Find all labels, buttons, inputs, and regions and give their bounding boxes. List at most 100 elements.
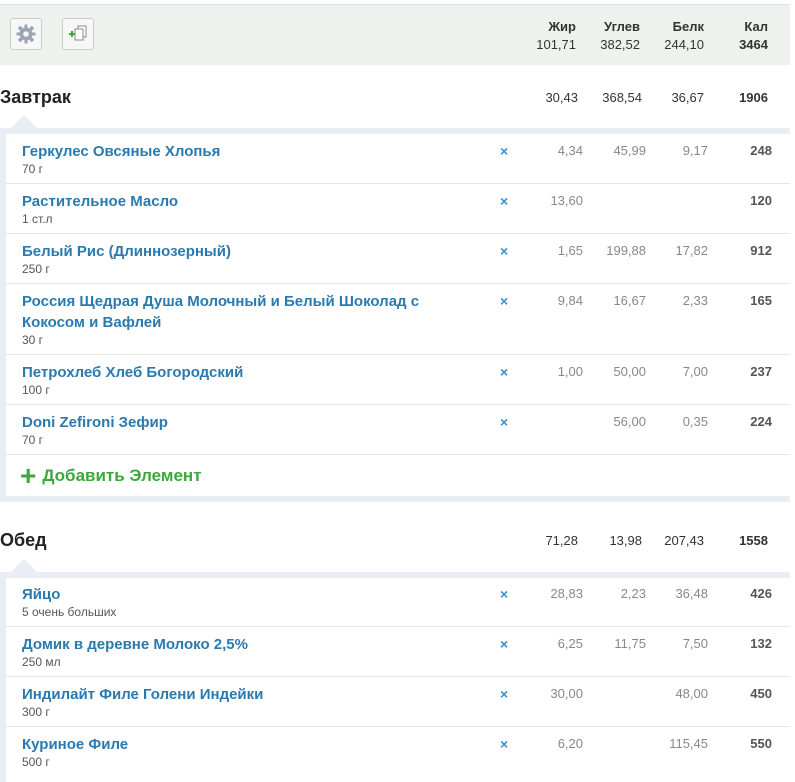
lunch-panel — [0, 572, 790, 782]
breakfast-carb: 368,54 — [602, 90, 642, 105]
food-protein: 17,82 — [675, 243, 708, 258]
food-fat: 13,60 — [550, 193, 583, 208]
breakfast-calories: 1906 — [739, 90, 768, 105]
calories-column-header: Кал — [744, 19, 768, 34]
meal-title-breakfast: Завтрак — [0, 87, 71, 107]
food-row: Растительное Масло 1 ст.л × 13,60 120 — [6, 184, 790, 234]
add-copy-icon — [69, 25, 87, 41]
food-name-link[interactable]: Петрохлеб Хлеб Богородский — [22, 364, 244, 381]
food-calories: 912 — [750, 243, 772, 258]
food-row: Doni Zefironi Зефир 70 г × 56,00 0,35 22… — [6, 405, 790, 455]
breakfast-protein: 36,67 — [671, 90, 704, 105]
food-fat: 28,83 — [550, 586, 583, 601]
panel-pointer — [10, 559, 38, 573]
food-calories: 426 — [750, 586, 772, 601]
delete-icon[interactable]: × — [500, 364, 509, 380]
lunch-calories: 1558 — [739, 533, 768, 548]
food-protein: 115,45 — [669, 736, 708, 751]
food-protein: 36,48 — [675, 586, 708, 601]
food-calories: 120 — [750, 193, 772, 208]
food-protein: 7,50 — [682, 636, 708, 651]
settings-button[interactable] — [10, 18, 42, 50]
delete-icon[interactable]: × — [500, 293, 509, 309]
food-fat: 30,00 — [550, 686, 583, 701]
copy-meal-button[interactable] — [62, 18, 94, 50]
meal-title-lunch: Обед — [0, 530, 47, 550]
food-portion: 5 очень больших — [22, 605, 117, 619]
food-fat: 1,00 — [557, 364, 583, 379]
food-carb: 11,75 — [614, 636, 646, 651]
food-portion: 500 г — [22, 755, 50, 769]
food-portion: 70 г — [22, 433, 44, 447]
add-item-label: Добавить Элемент — [42, 466, 202, 485]
food-name-link[interactable]: Геркулес Овсяные Хлопья — [22, 143, 221, 160]
food-carb: 50,00 — [613, 364, 646, 379]
food-protein: 2,33 — [682, 293, 708, 308]
food-portion: 250 мл — [22, 655, 61, 669]
lunch-protein: 207,43 — [664, 533, 704, 548]
panel-pointer — [10, 115, 38, 129]
food-protein: 48,00 — [675, 686, 708, 701]
total-protein: 244,10 — [664, 37, 704, 52]
food-name-link[interactable]: Индилайт Филе Голени Индейки — [22, 686, 264, 703]
food-name-link[interactable]: Яйцо — [22, 586, 61, 603]
food-name-link[interactable]: Белый Рис (Длиннозерный) — [22, 243, 231, 260]
food-name-link[interactable]: Куриное Филе — [22, 736, 129, 753]
total-carb: 382,52 — [600, 37, 640, 52]
food-portion: 300 г — [22, 705, 50, 719]
food-calories: 165 — [750, 293, 772, 308]
gear-icon — [16, 24, 36, 44]
delete-icon[interactable]: × — [500, 143, 509, 159]
delete-icon[interactable]: × — [500, 414, 509, 430]
breakfast-fat: 30,43 — [545, 90, 578, 105]
delete-icon[interactable]: × — [500, 243, 509, 259]
food-fat: 1,65 — [557, 243, 583, 258]
food-calories: 224 — [750, 414, 772, 429]
food-row: Белый Рис (Длиннозерный) 250 г × 1,65 19… — [6, 234, 790, 284]
protein-column-header: Белк — [672, 19, 704, 34]
food-name-link[interactable]: Растительное Масло — [22, 193, 179, 210]
delete-icon[interactable]: × — [500, 193, 509, 209]
food-portion: 100 г — [22, 383, 50, 397]
food-calories: 550 — [750, 736, 772, 751]
food-row: Куриное Филе 500 г × 6,20 115,45 550 — [6, 727, 790, 776]
total-calories: 3464 — [739, 37, 768, 52]
food-portion: 250 г — [22, 262, 50, 276]
delete-icon[interactable]: × — [500, 686, 509, 702]
food-calories: 450 — [750, 686, 772, 701]
food-row: Индилайт Филе Голени Индейки 300 г × 30,… — [6, 677, 790, 727]
food-fat: 6,20 — [557, 736, 583, 751]
food-name-link[interactable]: Россия Щедрая Душа Молочный и Белый Шоко… — [22, 293, 420, 331]
food-protein: 9,17 — [682, 143, 708, 158]
food-calories: 132 — [750, 636, 772, 651]
lunch-fat: 71,28 — [545, 533, 578, 548]
food-portion: 1 ст.л — [22, 212, 53, 226]
food-carb: 56,00 — [613, 414, 646, 429]
add-item-button[interactable]: + Добавить Элемент — [20, 460, 202, 491]
food-calories: 248 — [750, 143, 772, 158]
food-protein: 7,00 — [682, 364, 708, 379]
food-carb: 2,23 — [620, 586, 646, 601]
delete-icon[interactable]: × — [500, 736, 509, 752]
food-row: Геркулес Овсяные Хлопья 70 г × 4,34 45,9… — [6, 134, 790, 184]
plus-icon: + — [20, 460, 37, 491]
food-fat: 9,84 — [557, 293, 583, 308]
food-name-link[interactable]: Домик в деревне Молоко 2,5% — [22, 636, 248, 653]
fat-column-header: Жир — [548, 19, 576, 34]
food-portion: 70 г — [22, 162, 44, 176]
summary-header: Жир Углев Белк Кал 101,71 382,52 244,10 … — [0, 4, 790, 65]
food-calories: 237 — [750, 364, 772, 379]
food-portion: 30 г — [22, 333, 44, 347]
carb-column-header: Углев — [604, 19, 640, 34]
food-carb: 16,67 — [613, 293, 646, 308]
total-fat: 101,71 — [536, 37, 576, 52]
breakfast-panel — [0, 128, 790, 502]
food-fat: 6,25 — [557, 636, 583, 651]
food-protein: 0,35 — [682, 414, 708, 429]
food-name-link[interactable]: Doni Zefironi Зефир — [22, 414, 168, 431]
food-carb: 45,99 — [613, 143, 646, 158]
delete-icon[interactable]: × — [500, 586, 509, 602]
food-fat: 4,34 — [557, 143, 583, 158]
delete-icon[interactable]: × — [500, 636, 509, 652]
food-row: Домик в деревне Молоко 2,5% 250 мл × 6,2… — [6, 627, 790, 677]
